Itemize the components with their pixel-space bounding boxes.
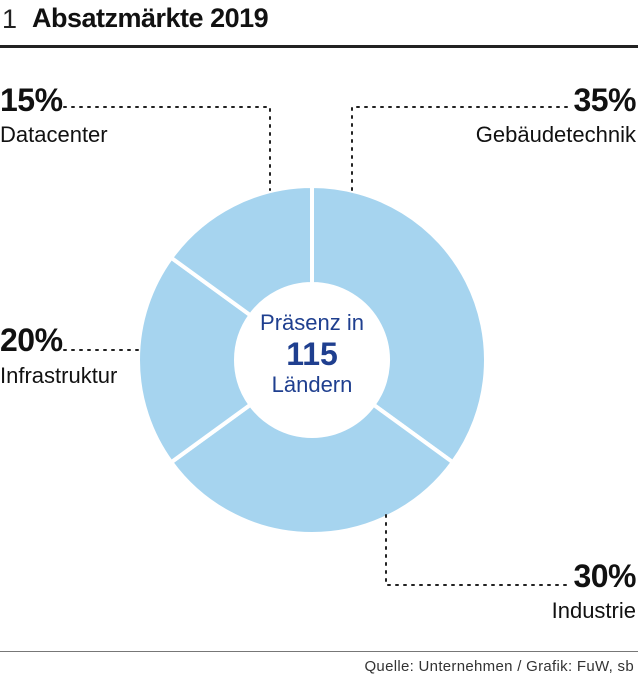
category-label-industrie: Industrie (551, 598, 636, 623)
chart-title: Absatzmärkte 2019 (32, 3, 269, 33)
center-line-1: Präsenz in (260, 310, 364, 335)
category-label-datacenter: Datacenter (0, 122, 108, 147)
center-country-count: 115 (286, 336, 338, 372)
leader-industrie (385, 514, 573, 586)
value-label-industrie: 30% (573, 558, 636, 594)
donut-center-text: Präsenz in 115 Ländern (232, 310, 392, 398)
value-label-datacenter: 15% (0, 82, 63, 118)
footer-rule (0, 651, 638, 652)
slice-industrie (168, 401, 456, 536)
slice-datacenter (168, 183, 314, 319)
chart-header: 1 Absatzmärkte 2019 (0, 0, 638, 46)
leader-datacenter (63, 106, 271, 191)
slice-group (136, 183, 488, 536)
slice-infrastruktur (136, 254, 254, 466)
figure-number: 1 (2, 4, 18, 34)
leader-gebaeudetechnik (351, 106, 573, 191)
category-label-gebaeudetechnik: Gebäudetechnik (475, 122, 636, 147)
center-line-3: Ländern (271, 372, 353, 397)
value-label-infrastruktur: 20% (0, 322, 63, 358)
value-label-gebaeudetechnik: 35% (573, 82, 636, 118)
slice-gebaeudetechnik (310, 183, 488, 466)
leader-lines (63, 106, 573, 586)
header-rule (0, 45, 638, 48)
category-label-infrastruktur: Infrastruktur (0, 363, 118, 388)
source-note: Quelle: Unternehmen / Grafik: FuW, sb (364, 658, 634, 675)
